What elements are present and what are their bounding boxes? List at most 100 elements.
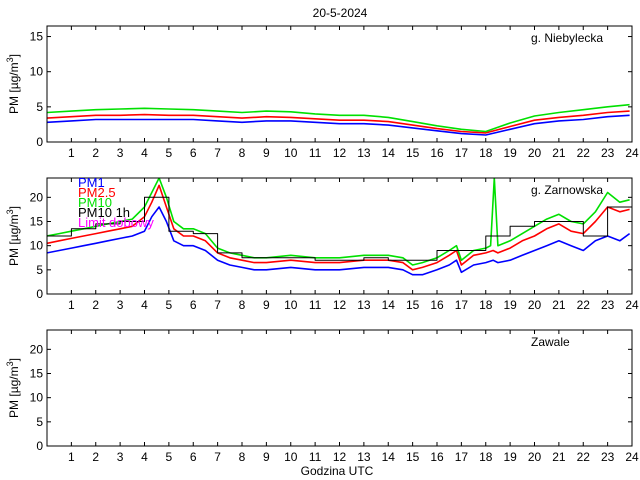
chart2-y-tick-label: 15	[30, 367, 44, 381]
chart0-x-tick-label: 15	[406, 146, 420, 160]
chart1-x-tick-label: 13	[357, 298, 371, 312]
chart0-x-tick-label: 22	[577, 146, 591, 160]
chart2-x-tick-label: 11	[309, 450, 322, 464]
chart0-x-tick-label: 19	[503, 146, 517, 160]
chart1-x-tick-label: 8	[239, 298, 246, 312]
x-axis-label: Godzina UTC	[301, 464, 374, 478]
chart0-y-tick-label: 0	[36, 135, 43, 149]
chart2-x-tick-label: 13	[357, 450, 371, 464]
chart2-station-title: Zawale	[531, 335, 570, 349]
chart1-x-tick-label: 5	[166, 298, 173, 312]
chart2-x-tick-label: 5	[166, 450, 173, 464]
chart1-x-tick-label: 6	[190, 298, 197, 312]
chart2-x-tick-label: 21	[552, 450, 566, 464]
chart2-x-tick-label: 14	[382, 450, 396, 464]
chart2-x-tick-label: 19	[503, 450, 517, 464]
chart1-x-tick-label: 20	[528, 298, 542, 312]
panel-niebylecka: 1 2 3 4 5 6 7 8 9 10 11 12 13 14 15 16 17 18 19 20 21 22 23 240…	[5, 25, 639, 160]
chart1-legend-entry: PM1	[78, 175, 105, 190]
chart2-x-tick-label: 10	[284, 450, 298, 464]
chart1-x-tick-label: 7	[214, 298, 221, 312]
chart2-x-tick-label: 12	[333, 450, 347, 464]
chart0-x-tick-label: 5	[166, 146, 173, 160]
chart2-y-tick-label: 10	[30, 391, 44, 405]
chart0-x-tick-label: 2	[92, 146, 99, 160]
chart2-x-tick-label: 3	[117, 450, 124, 464]
chart0-series-pm1	[47, 114, 630, 136]
chart0-x-tick-label: 24	[625, 146, 639, 160]
chart2-x-tick-label: 15	[406, 450, 420, 464]
chart0-y-tick-label: 5	[36, 100, 43, 114]
chart2-x-tick-label: 8	[239, 450, 246, 464]
chart1-y-tick-label: 20	[30, 190, 44, 204]
chart2-y-axis-label: PM [µg/m3]	[5, 358, 21, 418]
panel-zawale: 1 2 3 4 5 6 7 8 9 10 11 12 13 14 15 16 17 18 19 20 21 22 23 240…	[5, 329, 639, 464]
chart2-x-tick-label: 22	[577, 450, 591, 464]
chart0-x-tick-label: 21	[552, 146, 566, 160]
chart0-x-tick-label: 17	[455, 146, 469, 160]
chart1-x-tick-label: 22	[577, 298, 591, 312]
chart0-x-tick-label: 18	[479, 146, 493, 160]
chart2-y-tick-label: 0	[36, 439, 43, 453]
chart2-x-tick-label: 18	[479, 450, 493, 464]
chart1-x-tick-label: 14	[382, 298, 396, 312]
chart2-x-tick-label: 2	[92, 450, 99, 464]
chart1-x-tick-label: 10	[284, 298, 298, 312]
chart2-x-tick-label: 24	[625, 450, 639, 464]
chart2-x-tick-label: 6	[190, 450, 197, 464]
chart0-y-tick-label: 15	[30, 30, 44, 44]
chart1-x-tick-label: 4	[141, 298, 148, 312]
chart1-legend-entry: PM10	[78, 195, 112, 210]
chart0-x-tick-label: 12	[333, 146, 347, 160]
chart0-x-tick-label: 3	[117, 146, 124, 160]
chart0-x-tick-label: 14	[382, 146, 396, 160]
chart1-series-pm10-1h	[47, 196, 632, 261]
chart0-y-axis-label: PM [µg/m3]	[5, 54, 21, 114]
chart1-x-tick-label: 3	[117, 298, 124, 312]
chart1-x-tick-label: 11	[309, 298, 322, 312]
chart2-y-tick-label: 5	[36, 415, 43, 429]
chart1-series-pm1	[47, 206, 631, 276]
chart0-y-tick-label: 10	[30, 65, 44, 79]
chart1-x-tick-label: 17	[455, 298, 469, 312]
chart0-x-tick-label: 11	[309, 146, 322, 160]
chart0-x-tick-label: 7	[214, 146, 221, 160]
chart1-x-tick-label: 12	[333, 298, 347, 312]
chart1-x-tick-label: 2	[92, 298, 99, 312]
chart1-x-tick-label: 1	[68, 298, 75, 312]
chart0-x-tick-label: 16	[430, 146, 444, 160]
chart1-x-tick-label: 15	[406, 298, 420, 312]
chart0-x-tick-label: 6	[190, 146, 197, 160]
chart0-series-pm10	[47, 103, 630, 133]
chart1-x-tick-label: 9	[263, 298, 270, 312]
chart0-x-tick-label: 20	[528, 146, 542, 160]
chart1-x-tick-label: 21	[552, 298, 566, 312]
chart2-y-tick-label: 20	[30, 342, 44, 356]
chart0-x-tick-label: 4	[141, 146, 148, 160]
chart1-legend-entry: PM10 1h	[78, 205, 130, 220]
chart1-x-tick-label: 19	[503, 298, 517, 312]
chart0-station-title: g. Niebylecka	[531, 31, 603, 45]
chart0-x-tick-label: 8	[239, 146, 246, 160]
chart0-x-tick-label: 10	[284, 146, 298, 160]
chart2-x-tick-label: 20	[528, 450, 542, 464]
chart1-x-tick-label: 16	[430, 298, 444, 312]
chart2-x-tick-label: 16	[430, 450, 444, 464]
chart1-x-tick-label: 23	[601, 298, 615, 312]
chart1-y-tick-label: 10	[30, 239, 44, 253]
chart1-station-title: g. Zarnowska	[531, 183, 603, 197]
chart1-x-tick-label: 24	[625, 298, 639, 312]
chart1-y-axis-label: PM [µg/m3]	[5, 206, 21, 266]
chart0-x-tick-label: 9	[263, 146, 270, 160]
chart0-x-tick-label: 1	[68, 146, 75, 160]
chart2-x-tick-label: 1	[68, 450, 75, 464]
chart0-x-tick-label: 13	[357, 146, 371, 160]
chart1-y-tick-label: 15	[30, 215, 44, 229]
chart2-x-tick-label: 17	[455, 450, 469, 464]
panel-zarnowska: 1 2 3 4 5 6 7 8 9 10 11 12 13 14 15 16 17 18 19 20 21 22 23 240…	[5, 175, 639, 312]
chart1-series-pm2-5	[47, 184, 630, 271]
chart0-series-pm2-5	[47, 110, 630, 134]
chart1-y-tick-label: 0	[36, 287, 43, 301]
chart2-x-tick-label: 23	[601, 450, 615, 464]
